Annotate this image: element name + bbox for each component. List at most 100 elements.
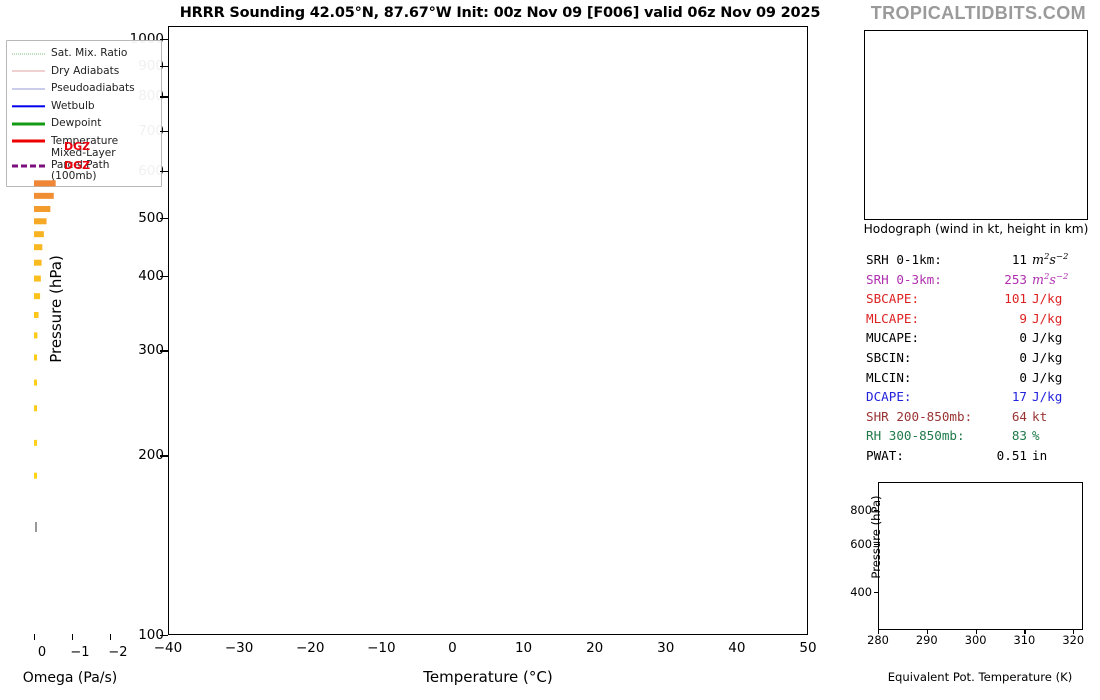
skewt-x-tick: 10 [514,640,533,656]
skewt-x-tick: −20 [295,640,325,656]
theta-e-y-tick-mark [874,543,878,545]
parameter-value: 9 [1019,310,1027,326]
parameter-unit: kt [1032,408,1048,424]
skewt-y-tick-mark [160,635,168,637]
theta-e-y-tick: 800 [850,502,872,517]
parameter-name: SBCAPE: [866,291,920,307]
skewt-y-tick-mark [160,170,168,173]
legend-item: Mixed-Layer Parcel Path (100mb) [12,147,156,183]
omega-x-tick: −1 [70,645,90,660]
skewt-y-tick-mark [160,218,168,220]
legend-swatch-sat-mix-ratio [12,48,45,60]
omega-panel [8,180,133,635]
legend-label: Dry Adiabats [51,64,120,77]
omega-x-ticks: 0 −1 −2 [8,0,138,700]
parameter-value: 0 [1019,349,1027,365]
dgz-label-top: DGZ [64,159,91,173]
parameter-unit: J/kg [1032,291,1063,307]
skewt-y-tick-mark [160,38,168,40]
theta-e-x-axis-title: Equivalent Pot. Temperature (K) [887,670,1073,684]
legend-item: Pseudoadiabats [12,80,156,98]
parameter-row: SBCIN: 0 J/kg [866,350,1092,370]
omega-x-tick: 0 [37,645,47,660]
parameter-unit: m2s−2 [1032,271,1069,287]
legend-label: Wetbulb [51,99,95,112]
legend-label: Sat. Mix. Ratio [51,47,128,60]
legend-swatch-temperature [12,135,45,147]
skewt-diagram [168,26,808,635]
parameter-row: SRH 0-1km: 11 m2s−2 [866,252,1092,272]
parameter-name: SRH 0-3km: [866,271,942,287]
skewt-x-ticks: −40 −30 −20 −10 0 10 20 30 40 50 [154,0,817,700]
theta-e-x-tick: 310 [1013,633,1036,647]
parameter-unit: J/kg [1032,310,1063,326]
parameter-name: SHR 200-850mb: [866,408,973,424]
parameter-name: PWAT: [866,447,904,463]
theta-e-frame [878,482,1083,630]
parameter-value: 0 [1019,369,1027,385]
theta-e-x-tick-mark [878,630,880,634]
parameter-unit: J/kg [1032,349,1063,365]
parameter-value: 11 [1011,252,1027,268]
parameter-unit: J/kg [1032,330,1063,346]
omega-x-tick-mark [72,634,74,640]
theta-e-x-tick-mark [975,630,977,634]
parameter-row: MUCAPE: 0 J/kg [866,330,1092,350]
theta-e-x-tick-mark [1024,630,1026,634]
parameter-value: 101 [1004,291,1027,307]
legend-label: Temperature [51,134,119,147]
omega-x-tick: −2 [108,645,128,660]
theta-e-x-tick: 300 [964,633,987,647]
sounding-parameters-table: SRH 0-1km: 11 m2s−2 SRH 0-3km: 253 m2s−2 SBCAP… [866,252,1092,468]
parameter-row: MLCIN: 0 J/kg [866,370,1092,390]
skewt-y-tick-mark [160,65,168,68]
theta-e-y-tick: 600 [850,536,872,551]
skewt-y-tick: 100 [138,627,164,643]
omega-x-tick-mark [34,634,36,640]
skewt-y-tick: 500 [138,210,164,227]
legend-label: Pseudoadiabats [51,82,135,95]
parameter-row: SRH 0-3km: 253 m2s−2 [866,272,1092,292]
parameter-row: SBCAPE: 101 J/kg [866,291,1092,311]
theta-e-y-tick: 400 [850,584,872,599]
skewt-x-axis-title: Temperature (°C) [423,668,553,686]
skewt-y-tick-mark [160,455,168,457]
skewt-y-tick-mark [160,275,168,278]
skewt-x-tick: −40 [153,640,183,656]
parameter-name: MLCAPE: [866,310,920,326]
theta-e-x-tick-mark [1073,630,1075,634]
parameter-row: RH 300-850mb: 83% [866,428,1092,448]
parameter-name: DCAPE: [866,389,912,405]
theta-e-plot [878,482,1083,630]
hodograph-frame [864,30,1088,220]
theta-e-x-tick: 320 [1062,633,1085,647]
parameter-value: 253 [1004,271,1027,287]
omega-x-axis-title: Omega (Pa/s) [22,670,118,686]
legend-item: Sat. Mix. Ratio [12,45,156,63]
skewt-x-tick: 50 [799,640,817,656]
parameter-row: DCAPE: 17 J/kg [866,389,1092,409]
legend-swatch-dewpoint [12,118,45,130]
skewt-y-tick-mark [160,96,168,98]
legend-swatch-mixed-layer [12,160,45,172]
parameter-unit: m2s−2 [1032,252,1069,268]
skewt-x-tick: 0 [448,640,457,656]
parameter-name: MUCAPE: [866,330,920,346]
skewt-x-tick: 40 [728,640,746,656]
legend-item: Dry Adiabats [12,63,156,81]
legend-label: Mixed-Layer Parcel Path (100mb) [51,147,116,183]
parameter-row: PWAT: 0.51 in [866,448,1092,468]
parameter-value: 0.51 [996,447,1027,463]
legend-item: Dewpoint [12,115,156,133]
parameter-name: SBCIN: [866,349,912,365]
parameter-value: 0 [1019,330,1027,346]
legend: Sat. Mix. Ratio Dry Adiabats Pseudoadiabat… [6,40,162,187]
dgz-label-bottom: DGZ [64,139,91,153]
legend-swatch-wetbulb [12,100,45,112]
parameter-unit: in [1032,447,1048,463]
parameter-name: MLCIN: [866,369,912,385]
skewt-x-tick: 20 [586,640,604,656]
skewt-frame [168,26,808,635]
skewt-y-tick: 300 [138,342,164,359]
parameter-unit: J/kg [1032,389,1063,405]
